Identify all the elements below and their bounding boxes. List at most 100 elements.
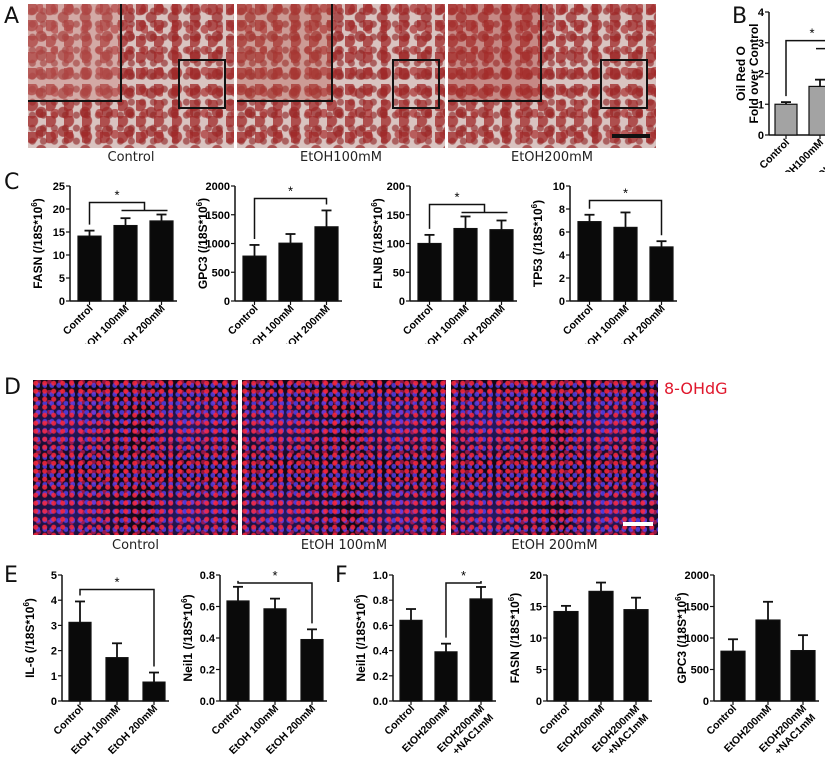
bar xyxy=(588,590,614,702)
y-tick-label: 20 xyxy=(530,570,542,582)
bar xyxy=(453,227,478,302)
zoom-inset xyxy=(448,4,542,102)
significance-bracket xyxy=(253,197,328,239)
bar xyxy=(623,609,649,702)
panel-letter-f: F xyxy=(335,563,348,588)
y-axis-label: Oil Red O xyxy=(735,46,748,101)
y-tick-label: 0 xyxy=(51,696,57,708)
y-tick-label: 5 xyxy=(59,273,65,285)
panel-letter-a: A xyxy=(4,4,20,29)
y-tick-label: 0 xyxy=(59,296,65,308)
bar xyxy=(417,242,442,302)
bar xyxy=(755,619,781,702)
significance-bracket xyxy=(237,580,313,624)
y-axis-label: FASN (/18S*106) xyxy=(30,198,45,289)
bar xyxy=(149,220,174,302)
y-axis-label: GPC3 (/18S*106) xyxy=(195,198,210,289)
y-tick-label: 0 xyxy=(758,130,764,142)
y-tick-label: 3 xyxy=(758,38,764,50)
significance-star: * xyxy=(454,189,459,204)
y-axis-label: Fold over Control xyxy=(747,24,761,124)
y-tick-label: 8 xyxy=(559,204,565,216)
panel-letter-c: C xyxy=(4,170,20,195)
x-tick-label: Control xyxy=(61,303,96,338)
zoom-inset xyxy=(28,4,122,102)
y-tick-label: 2000 xyxy=(206,181,230,193)
y-tick-label: 500 xyxy=(691,665,709,677)
y-tick-label: 0.4 xyxy=(200,633,216,645)
micrograph-control xyxy=(28,4,234,148)
caption-a-control: Control xyxy=(107,150,155,165)
fluorescence-control xyxy=(33,380,238,535)
y-tick-label: 1500 xyxy=(206,210,230,222)
significance-bracket xyxy=(588,199,663,236)
y-tick-label: 0 xyxy=(399,296,405,308)
y-tick-label: 4 xyxy=(758,7,765,19)
y-tick-label: 20 xyxy=(53,204,65,216)
y-tick-label: 4 xyxy=(559,250,566,262)
y-tick-label: 5 xyxy=(536,665,542,677)
x-tick-label: Control xyxy=(537,703,572,738)
significance-star: * xyxy=(272,568,277,583)
y-tick-label: 1.0 xyxy=(373,570,388,582)
y-tick-label: 1 xyxy=(51,671,57,683)
y-tick-label: 1 xyxy=(758,99,764,111)
bar xyxy=(278,242,303,302)
x-tick-label: Control xyxy=(704,703,739,738)
micrograph-etoh100 xyxy=(237,4,445,148)
bar xyxy=(489,229,514,302)
y-axis-label: FASN (/18S*106) xyxy=(507,593,522,684)
y-tick-label: 0.4 xyxy=(373,646,389,658)
zoom-region-box xyxy=(392,59,440,109)
y-tick-label: 10 xyxy=(553,181,565,193)
y-tick-label: 0 xyxy=(536,696,542,708)
y-tick-label: 50 xyxy=(393,267,405,279)
y-tick-label: 0.6 xyxy=(373,620,388,632)
bar xyxy=(399,619,423,702)
y-tick-label: 4 xyxy=(51,595,58,607)
x-tick-label: Control xyxy=(226,303,261,338)
bar xyxy=(77,235,102,302)
y-tick-label: 200 xyxy=(387,181,405,193)
significance-star: * xyxy=(288,183,293,198)
y-tick-label: 0 xyxy=(559,296,565,308)
bar xyxy=(68,621,92,702)
bar xyxy=(242,255,267,302)
panel-letter-e: E xyxy=(4,563,18,588)
significance-star: * xyxy=(623,185,628,200)
x-tick-label: Control xyxy=(561,303,596,338)
fluorescence-etoh200 xyxy=(451,380,658,535)
y-tick-label: 2 xyxy=(559,273,565,285)
y-axis-label: Neil1 (/18S*106) xyxy=(353,594,368,681)
zoom-inset xyxy=(237,4,333,102)
marker-label-8ohdg: 8-OHdG xyxy=(664,379,728,398)
panel-letter-d: D xyxy=(4,375,21,400)
y-tick-label: 0.6 xyxy=(200,602,215,614)
panel-letter-b: B xyxy=(732,4,748,29)
bar xyxy=(808,85,825,136)
caption-a-etoh100: EtOH100mM xyxy=(299,150,382,165)
y-tick-label: 25 xyxy=(53,181,65,193)
bar xyxy=(314,226,339,302)
significance-bracket xyxy=(79,588,155,667)
bar xyxy=(790,649,816,702)
fluorescence-etoh100 xyxy=(242,380,446,535)
y-tick-label: 0 xyxy=(703,696,709,708)
scale-bar xyxy=(623,522,653,526)
y-tick-label: 1500 xyxy=(685,602,709,614)
y-tick-label: 3 xyxy=(51,620,57,632)
bar xyxy=(300,638,324,702)
y-tick-label: 0.2 xyxy=(200,665,215,677)
caption-d-etoh200: EtOH 200mM xyxy=(511,538,598,553)
y-tick-label: 150 xyxy=(387,210,405,222)
bar xyxy=(263,608,287,702)
bar xyxy=(113,224,138,302)
y-tick-label: 0 xyxy=(224,296,230,308)
